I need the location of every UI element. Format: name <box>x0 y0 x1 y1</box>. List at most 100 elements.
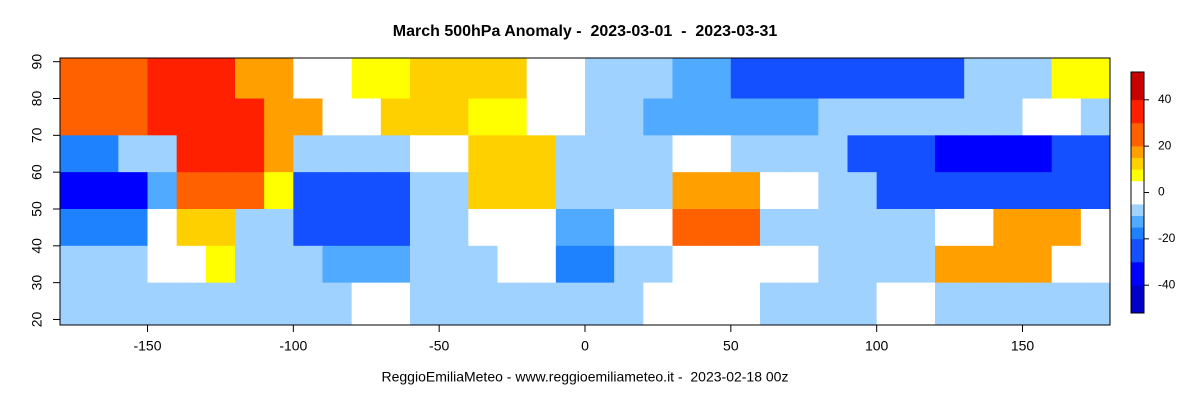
colorbar-segment <box>1131 99 1144 124</box>
anomaly-cell <box>118 98 148 136</box>
y-tick-label: 20 <box>29 311 45 327</box>
colorbar-tick-label: 40 <box>1158 92 1172 106</box>
anomaly-cell <box>322 245 353 284</box>
anomaly-cell <box>1022 135 1053 173</box>
anomaly-cell <box>147 208 178 247</box>
colorbar-tick-label: 20 <box>1158 138 1172 152</box>
anomaly-cell <box>526 245 557 284</box>
anomaly-cell <box>847 282 878 326</box>
anomaly-cell <box>672 208 703 247</box>
colorbar-segment <box>1131 204 1144 216</box>
anomaly-cell <box>1022 172 1053 210</box>
anomaly-cell <box>876 135 907 173</box>
anomaly-cell <box>118 135 148 173</box>
anomaly-cell <box>876 245 907 284</box>
x-tick-label: 150 <box>1011 338 1035 354</box>
anomaly-cell <box>730 245 761 284</box>
anomaly-cell <box>1051 58 1082 100</box>
anomaly-cell <box>468 98 498 136</box>
anomaly-cell <box>935 58 965 100</box>
anomaly-cell <box>614 98 644 136</box>
x-tick-label: -100 <box>279 338 307 354</box>
anomaly-cell <box>643 172 673 210</box>
x-tick-label: -50 <box>429 338 449 354</box>
anomaly-cell <box>993 245 1023 284</box>
anomaly-cell <box>89 208 119 247</box>
anomaly-cell <box>410 282 440 326</box>
anomaly-cell <box>905 208 936 247</box>
anomaly-cell <box>1080 172 1111 210</box>
anomaly-cell <box>380 245 411 284</box>
anomaly-cell <box>993 208 1023 247</box>
y-tick-label: 90 <box>29 54 45 70</box>
anomaly-cell <box>1051 135 1082 173</box>
colorbar-segment <box>1131 285 1144 314</box>
anomaly-cell <box>293 135 323 173</box>
anomaly-cell <box>789 208 819 247</box>
anomaly-cell <box>876 98 907 136</box>
anomaly-cell <box>818 282 848 326</box>
anomaly-cell <box>905 282 936 326</box>
chart-footer: ReggioEmiliaMeteo - www.reggioemiliamete… <box>382 369 789 385</box>
anomaly-cell <box>789 245 819 284</box>
anomaly-cell <box>89 135 119 173</box>
anomaly-cell <box>964 208 994 247</box>
x-tick-label: 0 <box>581 338 589 354</box>
anomaly-cell <box>818 172 848 210</box>
anomaly-cell <box>1022 282 1053 326</box>
anomaly-cell <box>701 98 732 136</box>
anomaly-cell <box>1080 98 1111 136</box>
anomaly-cell <box>818 208 848 247</box>
anomaly-cell <box>701 208 732 247</box>
anomaly-cell <box>1022 245 1053 284</box>
anomaly-cell <box>935 172 965 210</box>
anomaly-cell <box>264 98 294 136</box>
anomaly-cell <box>351 172 382 210</box>
anomaly-cell <box>468 135 498 173</box>
colorbar-segment <box>1131 238 1144 263</box>
anomaly-cell <box>89 98 119 136</box>
anomaly-cell <box>439 282 469 326</box>
anomaly-cell <box>351 282 382 326</box>
anomaly-cell <box>176 208 207 247</box>
anomaly-cell <box>701 282 732 326</box>
anomaly-cell <box>293 208 323 247</box>
anomaly-cell <box>293 282 323 326</box>
anomaly-cell <box>701 172 732 210</box>
anomaly-cell <box>905 58 936 100</box>
anomaly-cell <box>818 98 848 136</box>
anomaly-cell <box>818 245 848 284</box>
anomaly-cell <box>235 282 265 326</box>
anomaly-cell <box>264 172 294 210</box>
anomaly-cell <box>555 282 586 326</box>
anomaly-cell <box>410 98 440 136</box>
anomaly-cell <box>876 208 907 247</box>
anomaly-cell <box>1080 282 1111 326</box>
y-tick-label: 60 <box>29 164 45 180</box>
anomaly-cell <box>89 282 119 326</box>
anomaly-cell <box>468 245 498 284</box>
anomaly-cell <box>964 135 994 173</box>
colorbar-tick-label: -40 <box>1158 277 1176 291</box>
anomaly-cell <box>176 135 207 173</box>
colorbar-segment <box>1131 157 1144 170</box>
anomaly-cell <box>264 58 294 100</box>
anomaly-cell <box>176 245 207 284</box>
anomaly-cell <box>410 208 440 247</box>
anomaly-cell <box>205 172 236 210</box>
colorbar-segment <box>1131 146 1144 159</box>
anomaly-cell <box>89 245 119 284</box>
colorbar-segment <box>1131 122 1144 147</box>
anomaly-cell <box>1022 98 1053 136</box>
anomaly-cell <box>935 208 965 247</box>
anomaly-cell <box>380 58 411 100</box>
anomaly-cell <box>1022 208 1053 247</box>
anomaly-cell <box>1080 58 1111 100</box>
anomaly-cell <box>410 58 440 100</box>
colorbar-segment <box>1131 227 1144 240</box>
y-tick-label: 30 <box>29 275 45 291</box>
anomaly-cell <box>380 98 411 136</box>
x-tick-label: 100 <box>865 338 889 354</box>
anomaly-cell <box>497 58 528 100</box>
anomaly-cell <box>993 58 1023 100</box>
